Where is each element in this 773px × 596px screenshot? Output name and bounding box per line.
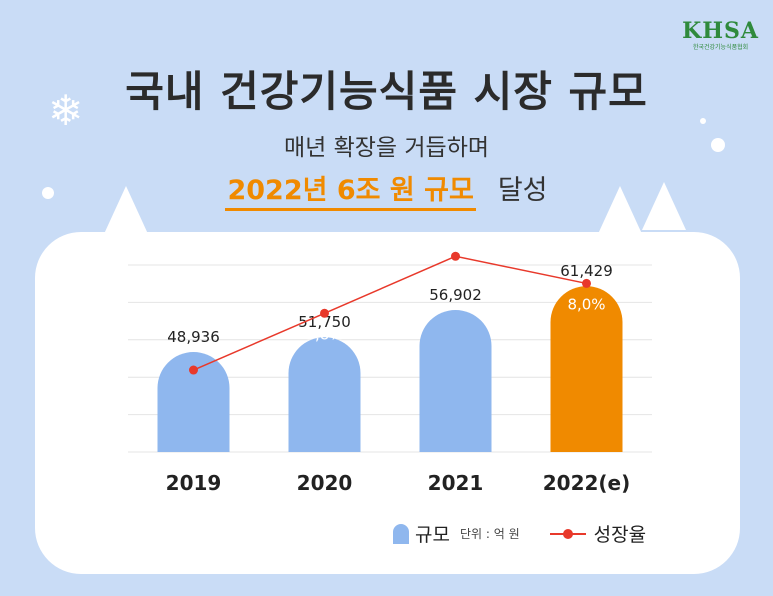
legend-line-swatch [549, 528, 586, 539]
bar-value-label: 48,936 [167, 328, 220, 346]
growth-point [320, 308, 329, 318]
bar-2020 [288, 337, 361, 452]
highlight-text: 2022년 6조 원 규모 [225, 175, 476, 211]
growth-label: 8,0% [567, 295, 605, 313]
page-subtitle: 매년 확장을 거듭하며 [283, 135, 490, 161]
bar-2021 [419, 310, 492, 452]
legend-bar-label: 규모 [415, 524, 450, 546]
x-tick-label: 2022(e) [543, 471, 631, 495]
x-tick-label: 2021 [428, 471, 484, 495]
x-tick-label: 2020 [297, 471, 353, 495]
growth-point [189, 365, 198, 375]
snowflake-icon: ❄ [48, 86, 84, 135]
highlight-rest: 달성 [497, 175, 548, 206]
bar-value-label: 51,750 [298, 313, 351, 331]
page-title: 국내 건강기능식품 시장 규모 [125, 67, 648, 116]
logo-mark: KHSA [682, 18, 759, 44]
bar-value-label: 61,429 [560, 262, 613, 280]
bar-value-label: 56,902 [429, 286, 482, 304]
tree-icon [642, 182, 686, 230]
snow-dot [42, 187, 54, 199]
growth-point [582, 278, 591, 288]
bar-2022(e) [550, 286, 623, 452]
growth-label: 5,8% [305, 325, 343, 343]
snow-dot [711, 138, 725, 152]
growth-line [193, 255, 587, 371]
khsa-logo: KHSA 한국건강기능식품협회 [682, 18, 759, 51]
legend-bar-swatch [393, 523, 409, 544]
snow-dot [700, 118, 706, 124]
growth-label: 10,0% [432, 268, 480, 286]
highlight-line: 2022년 6조 원 규모 달성 [0, 168, 773, 211]
growth-point [451, 251, 460, 261]
legend-line-label: 성장율 [593, 524, 647, 546]
legend-unit: 단위 : 억 원 [459, 527, 520, 541]
chart-legend: 규모 단위 : 억 원 성장율 [393, 520, 646, 547]
tree-icon [598, 186, 642, 234]
tree-icon [104, 186, 148, 234]
x-tick-label: 2019 [166, 471, 222, 495]
bar-2019 [157, 352, 230, 452]
logo-subtitle: 한국건강기능식품협회 [692, 44, 749, 51]
